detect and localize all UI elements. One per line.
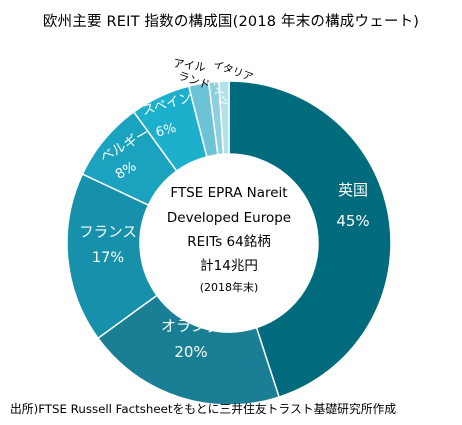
slice-value-1: 45% [336, 212, 369, 230]
source-note: 出所)FTSE Russell Factsheetをもとに三井住友トラスト基礎研… [10, 402, 397, 416]
center-note: (2018年末) [200, 280, 259, 294]
slice-2 [96, 294, 281, 406]
slice-1 [228, 80, 392, 399]
slice-label-6-part1: アイル [173, 57, 207, 74]
slice-8 [218, 80, 230, 155]
slice-label-2: オランダ [161, 317, 221, 335]
slice-value-5: 6% [154, 121, 178, 141]
slice-value-2: 20% [174, 343, 207, 361]
chart-title: 欧州主要 REIT 指数の構成国(2018 年末の構成ウェート) [42, 14, 420, 30]
center-line-1: FTSE EPRA Nareit [170, 185, 287, 201]
center-line-2: Developed Europe [167, 210, 291, 226]
slice-value-3: 17% [92, 250, 124, 266]
slice-label-1: 英国 [338, 181, 368, 199]
center-line-4: 計14兆円 [200, 258, 258, 274]
slice-label-3: フランス [79, 225, 137, 241]
center-line-3: REITs 64銘柄 [187, 234, 270, 250]
